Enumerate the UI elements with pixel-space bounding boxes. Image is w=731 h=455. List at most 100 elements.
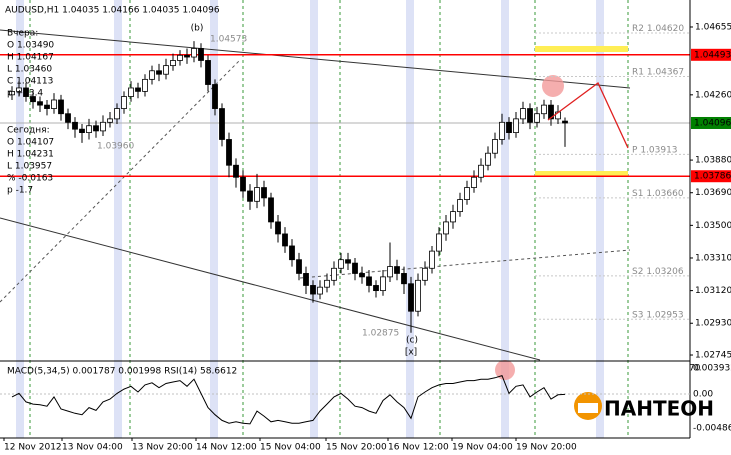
trend-line [0,59,241,303]
y-tick-label: 1.03880 [695,156,731,166]
candle-body [44,104,50,109]
candle-body [373,285,379,292]
y-tick-label: 1.02745 [695,351,731,361]
candle-body [93,125,99,132]
candle-body [100,121,106,132]
candle-body [562,120,568,124]
candle-body [345,259,351,264]
candle-body [254,187,260,202]
candle-body [436,233,442,252]
candle-body [107,118,113,123]
candle-body [37,101,43,106]
info-text: L 1.03460 [7,65,52,75]
zone [535,46,628,52]
candle-body [310,285,316,295]
y-tick-label: 1.04260 [695,90,731,100]
candle-body [506,121,512,134]
candle-body [387,266,393,278]
candle-body [408,283,414,312]
candle-body [296,259,302,274]
candle-body [492,139,498,154]
candle-body [520,108,526,120]
info-text: C 1.04113 [7,77,53,87]
y-tick-label: 1.03120 [695,286,731,296]
candle-body [282,233,288,247]
logo-icon [578,403,598,413]
chart-title: AUDUSD,H1 1.04035 1.04166 1.04035 1.0409… [5,6,220,16]
candle-body [548,104,554,120]
x-tick-label: 15 Nov 04:00 [260,443,321,453]
candle-body [366,276,372,286]
candle-body [478,164,484,178]
pivot-value: 1.03660 [646,188,683,198]
candle-body [485,152,491,166]
level-label: 1.04493 [694,50,731,60]
pivot-value: 1.03913 [640,145,677,155]
candle-body [121,96,127,109]
candle-body [317,286,323,295]
candle-body [303,273,309,286]
candle-body [457,199,463,213]
candle-body [163,65,169,75]
candle-body [464,187,470,200]
candle-body [86,125,92,134]
candle-body [135,87,141,92]
highlight [495,360,515,380]
candle-body [415,279,421,312]
candle-body [352,262,358,274]
candle-body [149,70,155,80]
candle-body [289,245,295,261]
candle-body [513,118,519,134]
wave-label: [x] [405,348,417,358]
pivot-value: 1.04367 [647,67,684,77]
candle-body [331,267,337,281]
session-band [210,0,218,438]
session-band [406,0,414,438]
info-text: L 1.03957 [7,162,52,172]
pivot-value: 1.04620 [647,23,684,33]
indicator-title: MACD(5,34,5) 0.001787 0.001998 RSI(14) 5… [7,367,237,377]
candle-body [219,108,225,140]
candle-body [177,54,183,61]
pivot-value: 1.03206 [646,266,683,276]
session-band [310,0,318,438]
y-tick-label: 1.03500 [695,221,731,231]
info-text: O 1.03490 [7,41,54,51]
candle-body [394,266,400,274]
candle-body [170,60,176,67]
projection [547,82,629,149]
pivot-name: S2 [632,266,643,276]
candle-body [541,104,547,115]
price-note: 1.02875 [362,329,399,339]
wave-label: (b) [191,24,204,34]
candle-body [261,187,267,199]
candle-body [142,78,148,92]
x-tick-label: 16 Nov 12:00 [388,443,449,453]
candle-body [9,90,15,96]
x-tick-label: 14 Nov 12:00 [196,443,257,453]
level-box [691,116,731,129]
candle-body [205,60,211,85]
x-tick-label: 15 Nov 20:00 [326,443,387,453]
trend-line [0,217,541,361]
candle-body [338,259,344,269]
candle-body [191,48,197,58]
rsi-line [11,374,566,425]
level-label: 1.04096 [694,118,731,128]
candle-body [471,176,477,188]
session-band [16,0,24,438]
info-text: O 1.04107 [7,138,54,148]
candle-body [65,113,71,123]
candle-body [58,99,64,115]
candle-body [79,128,85,134]
highlight [542,75,564,97]
indicator-label: 70 [689,364,701,374]
candle-body [72,121,78,130]
info-text: p +73.4 [7,89,43,99]
candle-body [324,279,330,288]
pivot-label: P 1.03913 [632,145,678,155]
session-band [114,0,122,438]
level-label: 1.03786 [694,172,731,182]
indicator-label: 0.003932 [693,364,731,374]
